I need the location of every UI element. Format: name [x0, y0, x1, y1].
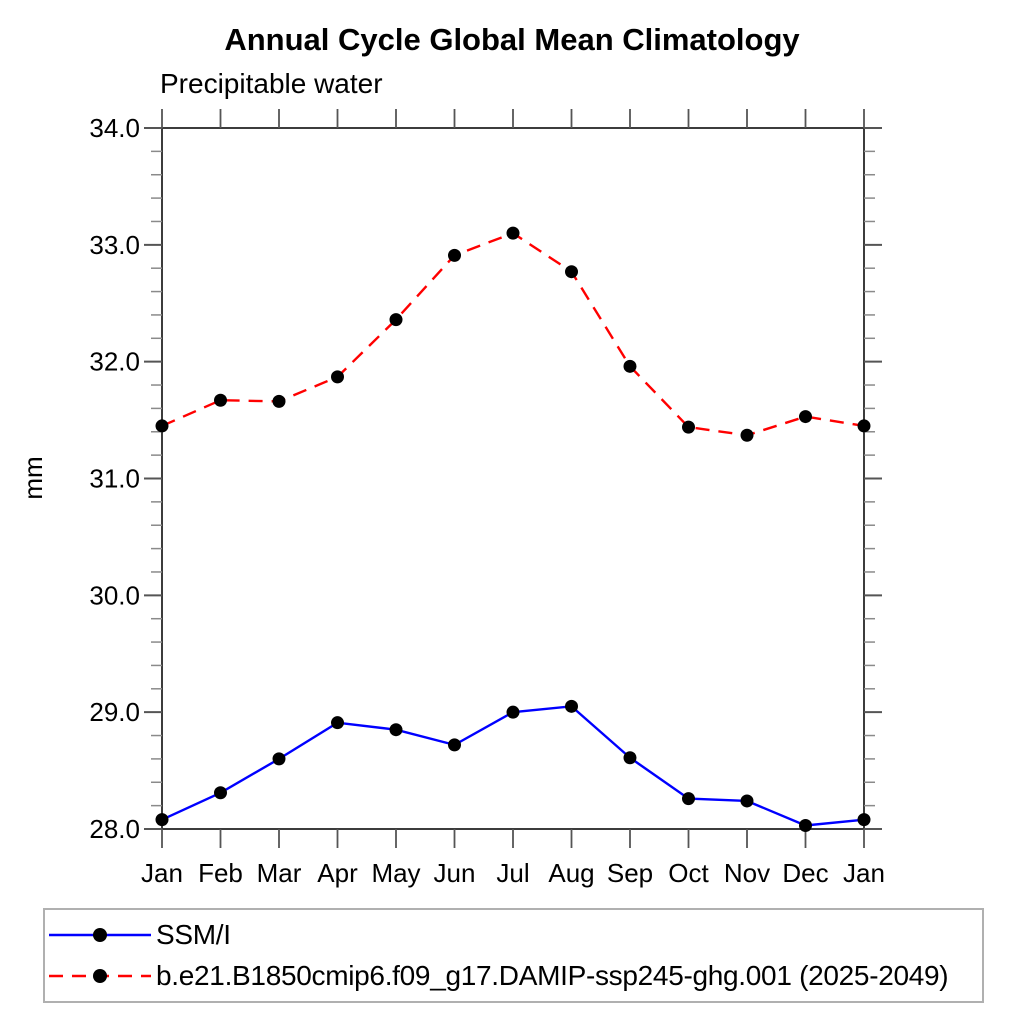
svg-text:Jun: Jun [434, 858, 476, 888]
legend-label-model: b.e21.B1850cmip6.f09_g17.DAMIP-ssp245-gh… [156, 960, 949, 991]
svg-text:Mar: Mar [257, 858, 302, 888]
legend-label-ssmi: SSM/I [156, 919, 231, 950]
svg-text:Jan: Jan [843, 858, 885, 888]
svg-text:31.0: 31.0 [89, 464, 140, 494]
svg-text:28.0: 28.0 [89, 814, 140, 844]
svg-text:Jan: Jan [141, 858, 183, 888]
legend-box: SSM/I b.e21.B1850cmip6.f09_g17.DAMIP-ssp… [43, 908, 984, 1003]
chart-subtitle: Precipitable water [160, 68, 383, 99]
svg-text:Feb: Feb [198, 858, 243, 888]
svg-text:Oct: Oct [668, 858, 709, 888]
legend-item-model: b.e21.B1850cmip6.f09_g17.DAMIP-ssp245-gh… [47, 958, 982, 994]
svg-text:32.0: 32.0 [89, 347, 140, 377]
svg-text:Nov: Nov [724, 858, 770, 888]
svg-text:34.0: 34.0 [89, 113, 140, 143]
legend-item-ssmi: SSM/I [47, 917, 982, 953]
svg-text:Jul: Jul [496, 858, 529, 888]
svg-text:33.0: 33.0 [89, 230, 140, 260]
svg-text:Sep: Sep [607, 858, 653, 888]
svg-text:Apr: Apr [317, 858, 358, 888]
svg-text:29.0: 29.0 [89, 697, 140, 727]
svg-text:mm: mm [18, 456, 48, 499]
svg-text:30.0: 30.0 [89, 580, 140, 610]
svg-text:Aug: Aug [548, 858, 594, 888]
legend-line-sample-dashed [49, 969, 151, 983]
svg-text:May: May [371, 858, 420, 888]
chart-title: Annual Cycle Global Mean Climatology [224, 22, 800, 57]
svg-text:Dec: Dec [782, 858, 828, 888]
legend-line-sample-solid [49, 928, 151, 942]
